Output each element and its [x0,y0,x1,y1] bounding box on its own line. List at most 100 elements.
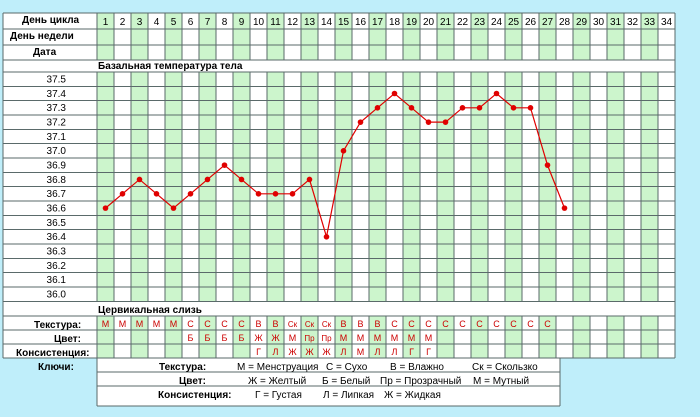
y-tick-label: 37.3 [47,103,67,114]
color-cell: М [374,333,382,343]
temperature-point [221,162,228,168]
temperature-point [493,90,500,97]
y-tick-label: 36.8 [47,175,67,186]
consistency-cell: Л [341,347,347,357]
green-column [301,13,318,358]
day-number: 30 [593,17,605,28]
temperature-point [527,105,534,111]
texture-cell: М [102,319,110,329]
consistency-cell: Г [256,347,261,357]
texture-cell: С [442,319,449,329]
day-number: 21 [440,17,452,28]
temperature-point [238,176,245,183]
day-number: 4 [154,17,160,28]
temperature-point [510,105,517,111]
temperature-point [374,105,381,111]
temperature-point [187,191,194,197]
green-column [97,13,114,358]
consistency-cell: Л [375,347,381,357]
texture-cell: В [357,319,363,329]
color-cell: М [289,333,297,343]
bbt-section-title: Базальная температура тела [98,61,243,72]
y-tick-label: 37.5 [47,75,67,86]
temperature-point [272,191,279,197]
texture-row-label: Текстура: [34,320,81,331]
texture-cell: М [153,319,161,329]
day-number: 20 [423,17,435,28]
color-cell: Б [205,333,211,343]
day-number: 2 [120,17,126,28]
y-tick-label: 37.4 [47,89,67,100]
texture-cell: М [136,319,144,329]
texture-cell: В [340,319,346,329]
texture-cell: В [272,319,278,329]
y-tick-label: 37.1 [47,132,67,143]
temperature-point [204,176,211,183]
color-cell: Ж [254,333,263,343]
y-tick-label: 36.6 [47,203,67,214]
texture-cell: В [255,319,261,329]
keys-consistency-item: Ж = Жидкая [384,390,441,401]
texture-cell: Ск [305,320,315,329]
keys-consistency-item: Л = Липкая [323,390,374,401]
green-column [437,13,454,358]
green-column [131,13,148,358]
green-column [403,13,420,358]
texture-cell: С [510,319,517,329]
keys-color-item: Пр = Прозрачный [380,376,461,387]
day-number: 11 [270,17,281,28]
color-cell: М [408,333,416,343]
texture-cell: С [476,319,483,329]
consistency-cell: М [357,347,365,357]
day-number: 31 [610,17,622,28]
green-column [607,13,624,358]
keys-texture-item: В = Влажно [390,362,444,373]
day-number: 25 [508,17,520,28]
keys-color-item: Б = Белый [322,376,370,387]
consistency-cell: Г [426,347,431,357]
color-cell: Ж [271,333,280,343]
day-number: 5 [171,17,177,28]
day-number: 6 [188,17,194,28]
y-tick-label: 36.4 [47,232,67,243]
keys-texture-item: М = Менструация [237,362,318,373]
texture-cell: С [391,319,398,329]
texture-cell: С [238,319,245,329]
temperature-point [340,148,347,154]
temperature-point [391,90,398,97]
green-column [573,13,590,358]
temperature-point [119,191,126,197]
day-number: 27 [542,17,554,28]
y-tick-label: 36.9 [47,160,67,171]
day-number: 14 [321,17,333,28]
color-row-label: Цвет: [54,334,81,345]
y-tick-label: 36.5 [47,218,67,229]
green-column [233,13,250,358]
texture-cell: С [408,319,415,329]
consistency-cell: Л [273,347,279,357]
color-cell: М [357,333,365,343]
color-cell: Пр [321,334,332,343]
mucus-title-band [3,301,675,316]
green-column [505,13,522,358]
day-number: 32 [627,17,639,28]
consistency-row-label: Консистенция: [16,348,89,359]
temperature-point [425,119,432,125]
day-number: 15 [338,17,350,28]
consistency-cell: Г [409,347,414,357]
y-tick-label: 36.0 [47,289,67,300]
temperature-point [459,105,466,111]
day-number: 17 [372,17,384,28]
temperature-point [136,176,143,183]
y-tick-label: 36.1 [47,275,67,286]
day-number: 26 [525,17,537,28]
color-cell: М [340,333,348,343]
texture-cell: С [187,319,194,329]
texture-cell: С [425,319,432,329]
texture-cell: С [527,319,534,329]
temperature-point [323,233,330,240]
day-number: 34 [661,17,673,28]
day-number: 7 [205,17,211,28]
day-number: 19 [406,17,418,28]
